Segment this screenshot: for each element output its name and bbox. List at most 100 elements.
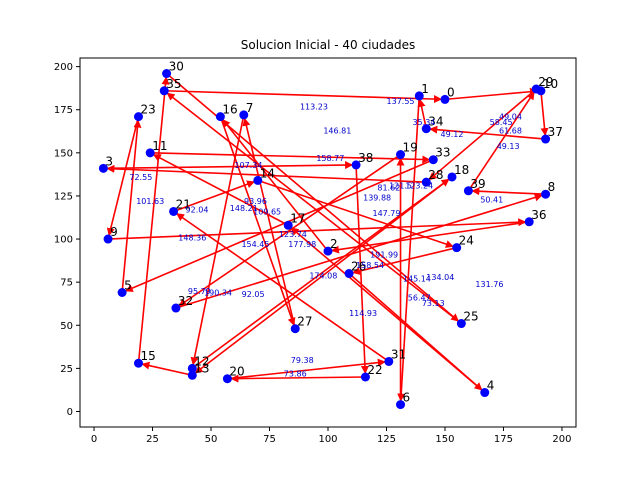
city-label: 17 <box>290 211 305 225</box>
city-label: 31 <box>391 347 406 361</box>
edge-distance-label: 93.96 <box>244 197 267 206</box>
edge-distance-label: 134.04 <box>426 273 454 282</box>
edge-distance-label: 177.98 <box>288 240 316 249</box>
city-label: 28 <box>428 168 443 182</box>
edge-distance-label: 158.77 <box>316 154 344 163</box>
city-point <box>541 134 551 144</box>
y-tick-label: 150 <box>54 148 73 159</box>
route-edge <box>106 116 140 237</box>
y-tick-label: 125 <box>54 191 73 202</box>
route-edge <box>219 116 296 326</box>
chart-title: Solucion Inicial - 40 ciudades <box>241 38 416 52</box>
city-point <box>396 400 406 410</box>
city-label: 39 <box>470 177 485 191</box>
route-edge <box>175 193 543 309</box>
x-tick-label: 150 <box>435 434 454 445</box>
route-edge <box>124 158 434 292</box>
city-label: 21 <box>176 197 191 211</box>
route-edge <box>330 221 530 254</box>
route-edge <box>121 119 142 293</box>
edge-distance-label: 92.04 <box>186 206 209 215</box>
city-label: 23 <box>140 103 155 117</box>
route-edge <box>173 180 255 213</box>
edge-distance-label: 131.76 <box>475 280 503 289</box>
city-label: 36 <box>531 208 546 222</box>
city-label: 38 <box>358 151 373 165</box>
route-edge <box>194 176 453 374</box>
edge-distance-label: 58.45 <box>490 118 513 127</box>
city-point <box>290 324 300 334</box>
x-axis: 0 25 50 75 100 125 150 175 200 <box>91 427 572 445</box>
edge-distance-label: 35.34 <box>412 118 435 127</box>
city-label: 19 <box>403 141 418 155</box>
city-label: 3 <box>105 154 113 168</box>
route-edge <box>137 76 170 364</box>
edge-distance-label: 114.93 <box>349 309 377 318</box>
city-point <box>428 155 438 165</box>
city-label: 15 <box>140 349 155 363</box>
edge-distance-label: 137.55 <box>387 97 415 106</box>
y-tick-label: 25 <box>60 364 73 375</box>
edge-distance-label: 109.65 <box>253 207 281 216</box>
route-edge <box>103 161 354 170</box>
city-label: 5 <box>124 279 132 293</box>
edge-distance-label: 154.45 <box>241 240 269 249</box>
city-point <box>456 319 466 329</box>
city-label: 26 <box>351 260 366 274</box>
edge-distance-label: 139.88 <box>363 194 391 203</box>
city-label: 6 <box>403 391 411 405</box>
route-edge <box>417 98 428 129</box>
edge-distance-label: 148.36 <box>178 233 206 242</box>
y-tick-label: 0 <box>67 407 73 418</box>
city-point <box>187 363 197 373</box>
route-edge <box>141 361 193 377</box>
edge-distance-label: 49.13 <box>497 142 520 151</box>
city-label: 13 <box>194 361 209 375</box>
city-point <box>145 148 155 158</box>
city-point <box>162 69 172 79</box>
city-label: 20 <box>229 365 244 379</box>
x-tick-label: 200 <box>552 434 571 445</box>
route-edge <box>471 187 546 196</box>
route-edge <box>222 118 329 252</box>
route-edge <box>540 90 549 137</box>
edge-distance-label: 50.41 <box>480 195 503 204</box>
edge-distance-label: 147.79 <box>372 209 400 218</box>
city-point <box>524 217 534 227</box>
route-edge <box>467 91 535 192</box>
city-label: 30 <box>169 60 184 74</box>
edge-distance-label: 174.08 <box>309 271 337 280</box>
city-label: 11 <box>152 139 167 153</box>
route-edge <box>191 178 450 370</box>
edge-distance-label: 148.21 <box>230 204 258 213</box>
route-edge <box>164 89 442 104</box>
y-tick-label: 75 <box>60 278 73 289</box>
city-label: 22 <box>367 363 382 377</box>
city-point <box>480 388 490 398</box>
edge-distance-label: 123.24 <box>405 182 433 191</box>
city-point <box>187 370 197 380</box>
route-edge <box>351 246 457 275</box>
route-edge <box>429 125 546 140</box>
edge-distance-label: 113.23 <box>300 102 328 111</box>
city-point <box>117 288 127 298</box>
city-point <box>463 186 473 196</box>
route-edge <box>166 92 462 325</box>
city-label: 18 <box>454 163 469 177</box>
city-point <box>531 84 541 94</box>
edge-distance-label: 49.04 <box>499 113 522 122</box>
city-label: 1 <box>421 82 429 96</box>
city-point <box>103 234 113 244</box>
city-point <box>171 303 181 313</box>
x-tick-label: 25 <box>146 434 159 445</box>
edge-distance-label: 73.86 <box>284 370 307 379</box>
route-edge <box>190 114 245 366</box>
city-label: 25 <box>463 310 478 324</box>
x-tick-label: 50 <box>205 434 218 445</box>
edge-distance-label: 190.34 <box>204 289 232 298</box>
city-label: 7 <box>246 101 254 115</box>
city-point <box>384 356 394 366</box>
city-point <box>253 175 263 185</box>
route-edge <box>257 179 454 248</box>
